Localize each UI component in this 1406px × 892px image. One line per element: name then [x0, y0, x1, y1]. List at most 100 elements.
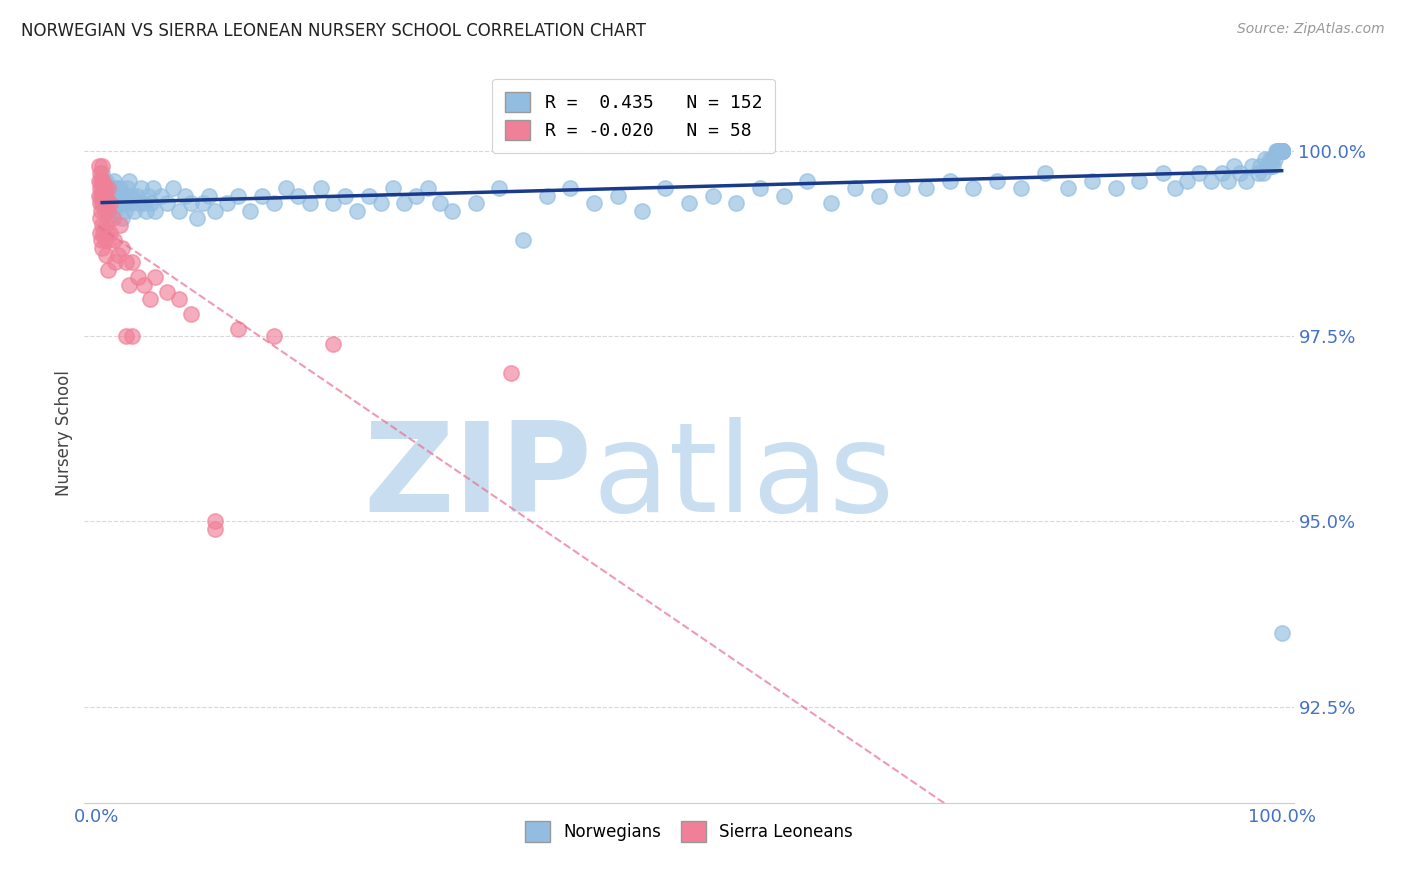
Point: [135, 203, 157, 218]
Point: [91, 174, 114, 188]
Text: atlas: atlas: [592, 417, 894, 538]
Point: [98, 211, 121, 225]
Point: [107, 188, 129, 202]
Point: [132, 277, 155, 292]
Point: [1267, 145, 1289, 159]
Point: [346, 203, 368, 218]
Point: [1271, 145, 1294, 159]
Point: [1271, 145, 1294, 159]
Point: [560, 181, 582, 195]
Point: [986, 174, 1008, 188]
Point: [110, 196, 132, 211]
Point: [138, 188, 160, 202]
Point: [89, 181, 111, 195]
Point: [1229, 167, 1251, 181]
Point: [125, 188, 148, 202]
Point: [1271, 145, 1294, 159]
Point: [167, 203, 190, 218]
Point: [938, 174, 960, 188]
Point: [180, 307, 202, 321]
Point: [239, 203, 262, 218]
Point: [150, 188, 173, 202]
Point: [93, 233, 115, 247]
Point: [536, 188, 558, 202]
Point: [104, 255, 127, 269]
Point: [204, 515, 226, 529]
Point: [1264, 152, 1286, 166]
Point: [117, 188, 139, 202]
Text: NORWEGIAN VS SIERRA LEONEAN NURSERY SCHOOL CORRELATION CHART: NORWEGIAN VS SIERRA LEONEAN NURSERY SCHO…: [21, 22, 647, 40]
Point: [1271, 145, 1294, 159]
Point: [1271, 145, 1294, 159]
Point: [174, 188, 197, 202]
Point: [501, 367, 523, 381]
Point: [1261, 152, 1284, 166]
Point: [1271, 145, 1294, 159]
Point: [111, 241, 134, 255]
Point: [1271, 625, 1294, 640]
Point: [311, 181, 333, 195]
Point: [250, 188, 273, 202]
Point: [94, 188, 117, 202]
Point: [1271, 145, 1294, 159]
Point: [191, 196, 214, 211]
Point: [100, 196, 122, 211]
Point: [108, 219, 131, 233]
Point: [1152, 167, 1174, 181]
Point: [1254, 152, 1277, 166]
Text: Source: ZipAtlas.com: Source: ZipAtlas.com: [1237, 22, 1385, 37]
Point: [1234, 174, 1257, 188]
Point: [1271, 145, 1294, 159]
Point: [1247, 167, 1270, 181]
Point: [91, 188, 114, 202]
Point: [1271, 145, 1294, 159]
Point: [90, 203, 112, 218]
Point: [97, 203, 120, 218]
Point: [322, 336, 344, 351]
Point: [583, 196, 606, 211]
Point: [120, 196, 142, 211]
Point: [93, 181, 115, 195]
Point: [186, 211, 208, 225]
Point: [1175, 174, 1198, 188]
Point: [333, 188, 356, 202]
Point: [1251, 167, 1274, 181]
Point: [1081, 174, 1104, 188]
Point: [87, 188, 110, 202]
Point: [108, 181, 131, 195]
Point: [91, 167, 114, 181]
Point: [91, 181, 114, 195]
Point: [198, 188, 221, 202]
Point: [118, 174, 141, 188]
Point: [1128, 174, 1150, 188]
Point: [156, 285, 179, 299]
Point: [915, 181, 938, 195]
Point: [215, 196, 238, 211]
Point: [1271, 145, 1294, 159]
Point: [1271, 145, 1294, 159]
Point: [91, 181, 114, 195]
Point: [103, 203, 125, 218]
Point: [1211, 167, 1233, 181]
Point: [93, 196, 115, 211]
Point: [87, 174, 110, 188]
Point: [725, 196, 748, 211]
Point: [1271, 145, 1294, 159]
Point: [115, 329, 138, 343]
Point: [94, 248, 117, 262]
Point: [91, 159, 114, 173]
Point: [107, 196, 129, 211]
Point: [91, 196, 114, 211]
Point: [1271, 145, 1294, 159]
Point: [127, 270, 149, 285]
Point: [962, 181, 984, 195]
Point: [204, 203, 226, 218]
Point: [1105, 181, 1128, 195]
Point: [115, 196, 138, 211]
Point: [90, 174, 112, 188]
Point: [630, 203, 652, 218]
Point: [96, 196, 118, 211]
Point: [100, 181, 122, 195]
Point: [132, 196, 155, 211]
Point: [1188, 167, 1211, 181]
